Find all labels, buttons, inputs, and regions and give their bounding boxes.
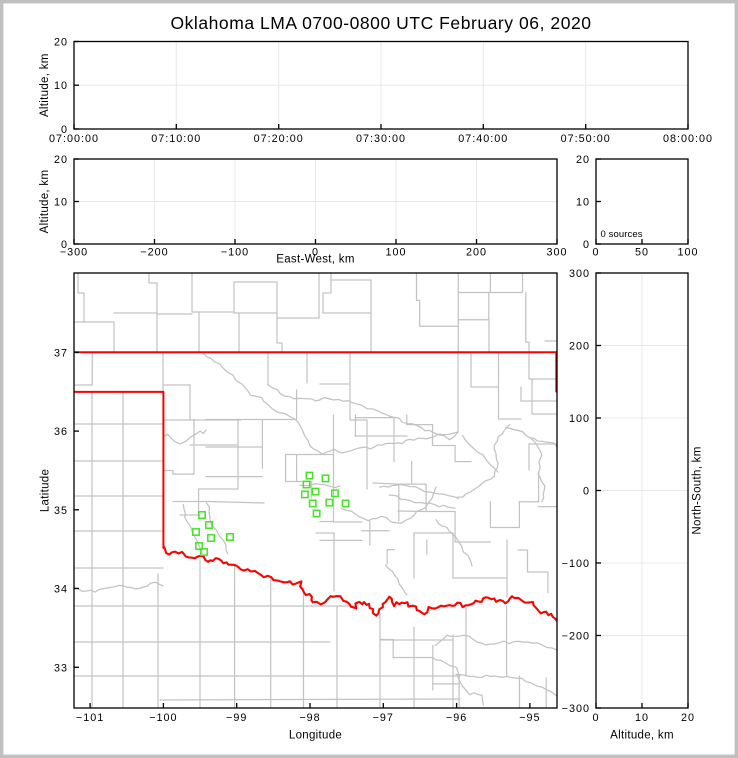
svg-text:200: 200 <box>569 341 590 353</box>
svg-text:20: 20 <box>54 154 68 166</box>
svg-text:Altitude, km: Altitude, km <box>39 53 51 117</box>
svg-text:Altitude, km: Altitude, km <box>39 170 51 234</box>
svg-text:−300: −300 <box>562 703 590 715</box>
svg-text:−95: −95 <box>519 712 540 724</box>
svg-text:07:30:00: 07:30:00 <box>356 133 406 145</box>
svg-text:Altitude, km: Altitude, km <box>610 730 674 742</box>
svg-text:36: 36 <box>54 426 68 438</box>
svg-text:Oklahoma LMA 0700-0800 UTC Feb: Oklahoma LMA 0700-0800 UTC February 06, … <box>170 13 591 33</box>
svg-text:0: 0 <box>312 247 319 259</box>
svg-text:−97: −97 <box>373 712 394 724</box>
svg-text:East-West, km: East-West, km <box>276 254 354 266</box>
svg-text:07:50:00: 07:50:00 <box>561 133 611 145</box>
svg-text:Longitude: Longitude <box>289 730 342 742</box>
svg-text:07:10:00: 07:10:00 <box>151 133 201 145</box>
svg-text:−100: −100 <box>562 558 590 570</box>
svg-text:100: 100 <box>569 413 590 425</box>
svg-text:34: 34 <box>54 584 68 596</box>
svg-text:100: 100 <box>677 247 698 259</box>
svg-text:North-South, km: North-South, km <box>692 446 704 534</box>
svg-text:10: 10 <box>54 197 68 209</box>
svg-text:0: 0 <box>583 486 590 498</box>
svg-text:07:20:00: 07:20:00 <box>254 133 304 145</box>
svg-text:08:00:00: 08:00:00 <box>663 133 713 145</box>
svg-text:10: 10 <box>54 80 68 92</box>
svg-text:−100: −100 <box>221 247 249 259</box>
svg-text:−100: −100 <box>149 712 177 724</box>
svg-text:07:40:00: 07:40:00 <box>458 133 508 145</box>
svg-text:0: 0 <box>583 239 590 251</box>
svg-text:07:00:00: 07:00:00 <box>49 133 99 145</box>
svg-text:200: 200 <box>466 247 487 259</box>
svg-text:300: 300 <box>569 268 590 280</box>
svg-text:−98: −98 <box>299 712 320 724</box>
svg-text:20: 20 <box>681 712 695 724</box>
svg-text:−200: −200 <box>562 631 590 643</box>
svg-text:33: 33 <box>54 662 68 674</box>
svg-text:−96: −96 <box>446 712 467 724</box>
svg-text:0: 0 <box>61 239 68 251</box>
svg-text:20: 20 <box>54 37 68 49</box>
svg-text:0: 0 <box>61 124 68 136</box>
svg-text:−101: −101 <box>76 712 104 724</box>
svg-text:35: 35 <box>54 505 68 517</box>
svg-text:−99: −99 <box>226 712 247 724</box>
svg-text:300: 300 <box>546 247 567 259</box>
svg-text:0: 0 <box>592 712 599 724</box>
svg-text:50: 50 <box>635 247 649 259</box>
svg-text:20: 20 <box>576 154 590 166</box>
svg-text:37: 37 <box>54 347 68 359</box>
svg-text:100: 100 <box>385 247 406 259</box>
svg-text:10: 10 <box>635 712 649 724</box>
svg-text:10: 10 <box>576 197 590 209</box>
svg-text:Latitude: Latitude <box>40 469 52 512</box>
svg-text:−300: −300 <box>60 247 88 259</box>
svg-text:−200: −200 <box>140 247 168 259</box>
svg-text:0: 0 <box>592 247 599 259</box>
svg-text:0 sources: 0 sources <box>601 229 643 240</box>
